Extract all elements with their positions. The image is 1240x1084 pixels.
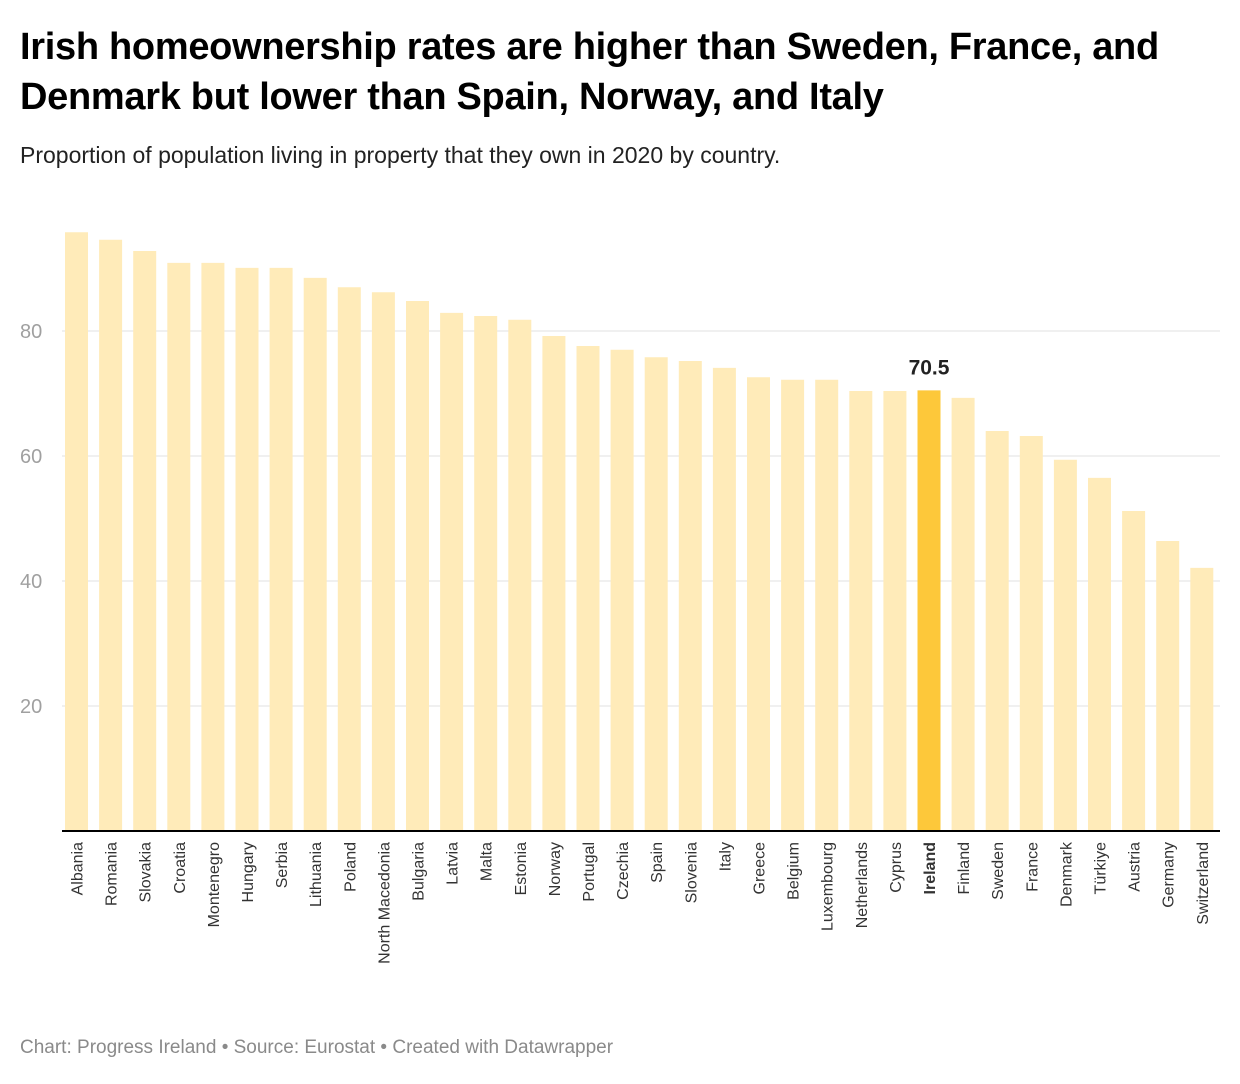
x-tick-label: Slovenia <box>683 842 700 903</box>
bar-czechia <box>610 349 634 831</box>
bar-estonia <box>508 319 532 831</box>
bar-cyprus <box>883 391 907 831</box>
bar-serbia <box>269 267 293 831</box>
x-tick-label: Luxembourg <box>820 842 837 931</box>
bar-belgium <box>781 379 805 831</box>
bar-malta <box>474 316 498 831</box>
x-tick-label: North Macedonia <box>376 842 393 964</box>
bar-croatia <box>167 262 191 831</box>
chart-subtitle: Proportion of population living in prope… <box>20 142 781 168</box>
x-tick-label: Germany <box>1161 842 1178 908</box>
y-tick-label: 40 <box>20 571 42 593</box>
x-tick-label: Bulgaria <box>411 842 428 901</box>
bar-poland <box>337 287 361 831</box>
x-tick-label: Netherlands <box>854 842 871 928</box>
x-tick-label: Czechia <box>615 842 632 900</box>
bar-italy <box>712 367 736 831</box>
x-tick-label: Finland <box>956 842 973 894</box>
y-tick-label: 20 <box>20 696 42 718</box>
bar-spain <box>644 357 668 831</box>
bar-norway <box>542 336 566 831</box>
x-tick-label: Portugal <box>581 842 598 902</box>
bar-netherlands <box>849 391 873 831</box>
bar-hungary <box>235 267 259 831</box>
bar-albania <box>65 232 88 831</box>
x-tick-label: Cyprus <box>888 842 905 893</box>
x-tick-label: Austria <box>1127 842 1144 892</box>
chart-footer: Chart: Progress Ireland • Source: Eurost… <box>20 1037 614 1058</box>
x-tick-label: France <box>1024 842 1041 892</box>
x-tick-label: Lithuania <box>308 842 325 907</box>
x-tick-label: Türkiye <box>1093 842 1110 895</box>
x-tick-label: Slovakia <box>138 842 155 903</box>
bar-bulgaria <box>406 301 429 831</box>
bar-france <box>1019 436 1043 831</box>
bar-greece <box>747 377 770 831</box>
y-tick-label: 80 <box>20 321 42 343</box>
bar-north-macedonia <box>371 292 395 831</box>
x-tick-label: Norway <box>547 842 564 896</box>
bar-austria <box>1122 511 1146 831</box>
x-tick-label: Croatia <box>172 842 189 894</box>
bar-portugal <box>576 346 600 831</box>
bar-lithuania <box>303 277 327 831</box>
bar-romania <box>99 239 123 831</box>
x-tick-label: Denmark <box>1058 841 1075 907</box>
bar-latvia <box>440 312 464 831</box>
bar-montenegro <box>201 262 225 831</box>
x-tick-label: Ireland <box>922 842 939 894</box>
x-tick-label: Latvia <box>445 842 462 885</box>
x-tick-label: Spain <box>649 842 666 883</box>
x-tick-label: Estonia <box>513 842 530 895</box>
bar-finland <box>951 397 975 831</box>
x-tick-label: Albania <box>70 842 87 895</box>
x-tick-label: Italy <box>717 842 734 871</box>
x-tick-label: Sweden <box>990 842 1007 900</box>
x-tick-label: Montenegro <box>206 842 223 927</box>
x-tick-label: Switzerland <box>1195 842 1212 925</box>
x-tick-label: Greece <box>752 842 769 895</box>
data-label-ireland: 70.5 <box>909 356 950 379</box>
x-tick-label: Hungary <box>240 842 257 902</box>
x-tick-label: Serbia <box>274 842 291 888</box>
bar-denmark <box>1053 459 1077 831</box>
bar-slovakia <box>133 251 157 831</box>
bar-switzerland <box>1190 567 1214 831</box>
y-tick-label: 60 <box>20 446 42 468</box>
x-tick-label: Poland <box>342 842 359 892</box>
bar-slovenia <box>678 361 702 831</box>
x-tick-label: Belgium <box>786 842 803 900</box>
bar-sweden <box>985 431 1009 831</box>
x-tick-label: Romania <box>104 842 121 906</box>
bar-türkiye <box>1088 477 1111 831</box>
x-tick-label: Malta <box>479 842 496 881</box>
bar-germany <box>1156 541 1180 831</box>
chart-title: Irish homeownership rates are higher tha… <box>20 26 1159 118</box>
bar-luxembourg <box>815 379 839 831</box>
bar-ireland <box>917 390 941 831</box>
